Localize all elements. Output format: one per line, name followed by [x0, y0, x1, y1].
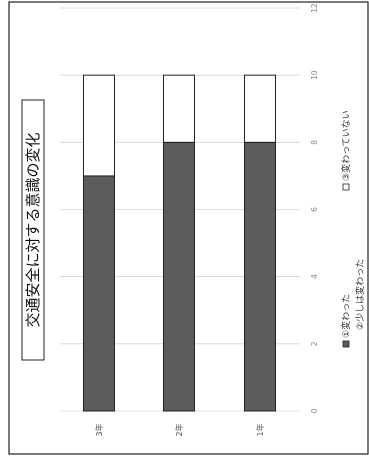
chart-title-box: 交通安全に対する意識の変化	[21, 99, 45, 361]
bar-segment-series-1	[244, 141, 276, 412]
bar-segment-series-3	[163, 74, 195, 143]
value-tick-label: 10	[310, 70, 319, 80]
value-tick-label: 4	[310, 274, 319, 279]
legend: ①変わった ②少しは変わった ③変わっていない	[340, 110, 366, 348]
chart-title: 交通安全に対する意識の変化	[24, 132, 42, 327]
legend-label: ③変わっていない	[340, 110, 352, 181]
value-tick-label: 2	[310, 341, 319, 346]
value-axis-ticks: 0 2 4 6 8 10 12	[310, 3, 319, 413]
legend-item-3: ③変わっていない	[340, 110, 352, 191]
bar-segment-series-1	[83, 175, 115, 412]
category-axis-labels: 3年 2年 1年	[94, 423, 265, 436]
chart-frame	[8, 1, 369, 455]
category-label: 2年	[174, 423, 184, 436]
legend-item-2: ②少しは変わった	[354, 259, 366, 330]
value-tick-label: 8	[310, 140, 319, 145]
bar-segment-series-1	[163, 141, 195, 412]
bar-segment-series-3	[244, 74, 276, 143]
chart-title-border	[21, 99, 45, 361]
legend-swatch	[342, 340, 350, 348]
bar-segment-series-3	[83, 74, 115, 177]
category-label: 1年	[255, 423, 265, 436]
value-tick-label: 6	[310, 207, 319, 212]
legend-label: ②少しは変わった	[354, 259, 366, 330]
legend-item-1: ①変わった	[340, 294, 352, 348]
value-tick-label: 0	[310, 408, 319, 413]
legend-label: ①変わった	[340, 294, 352, 338]
bars	[83, 74, 276, 412]
category-label: 3年	[94, 423, 104, 436]
legend-swatch	[342, 183, 350, 191]
value-tick-label: 12	[310, 3, 319, 13]
